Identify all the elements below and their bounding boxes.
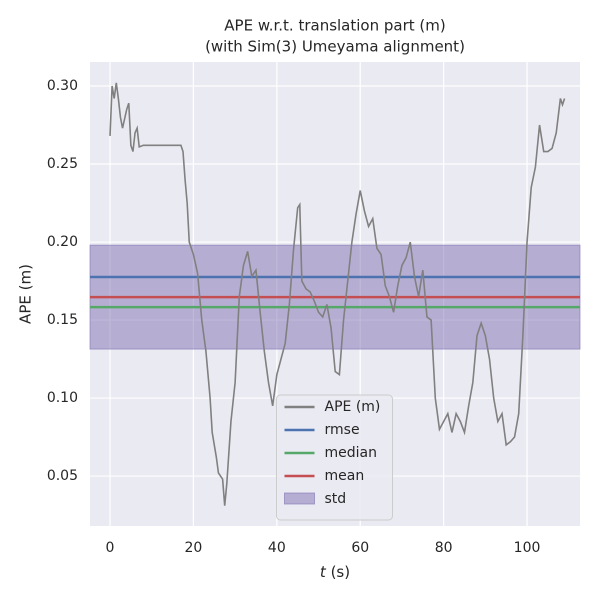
- chart-title: APE w.r.t. translation part (m): [224, 17, 445, 35]
- marks: [89, 82, 581, 506]
- y-axis-label: APE (m): [17, 264, 35, 324]
- legend: APE (m) rmse median mean std: [276, 394, 393, 521]
- legend-label: std: [325, 491, 347, 507]
- legend-label: APE (m): [325, 399, 381, 415]
- x-axis-label: t (s): [320, 563, 350, 581]
- y-tick-label: 0.20: [47, 234, 78, 250]
- x-tick-label: 80: [435, 540, 453, 556]
- legend-label: mean: [325, 468, 365, 484]
- x-tick-label: 100: [514, 540, 541, 556]
- x-tick-label: 60: [351, 540, 369, 556]
- y-tick-label: 0.10: [47, 390, 78, 406]
- data-line: [109, 82, 566, 506]
- legend-label: median: [325, 445, 377, 461]
- x-tick-label: 40: [268, 540, 286, 556]
- y-tick-label: 0.30: [47, 78, 78, 94]
- y-tick-label: 0.15: [47, 312, 78, 328]
- y-tick-label: 0.25: [47, 156, 78, 172]
- chart-subtitle: (with Sim(3) Umeyama alignment): [205, 38, 465, 56]
- y-tick-label: 0.05: [47, 468, 78, 484]
- legend-box: [276, 394, 393, 521]
- x-tick-label: 20: [185, 540, 203, 556]
- legend-label: rmse: [325, 422, 360, 438]
- legend-swatch: [284, 492, 315, 505]
- x-tick-label: 0: [106, 540, 115, 556]
